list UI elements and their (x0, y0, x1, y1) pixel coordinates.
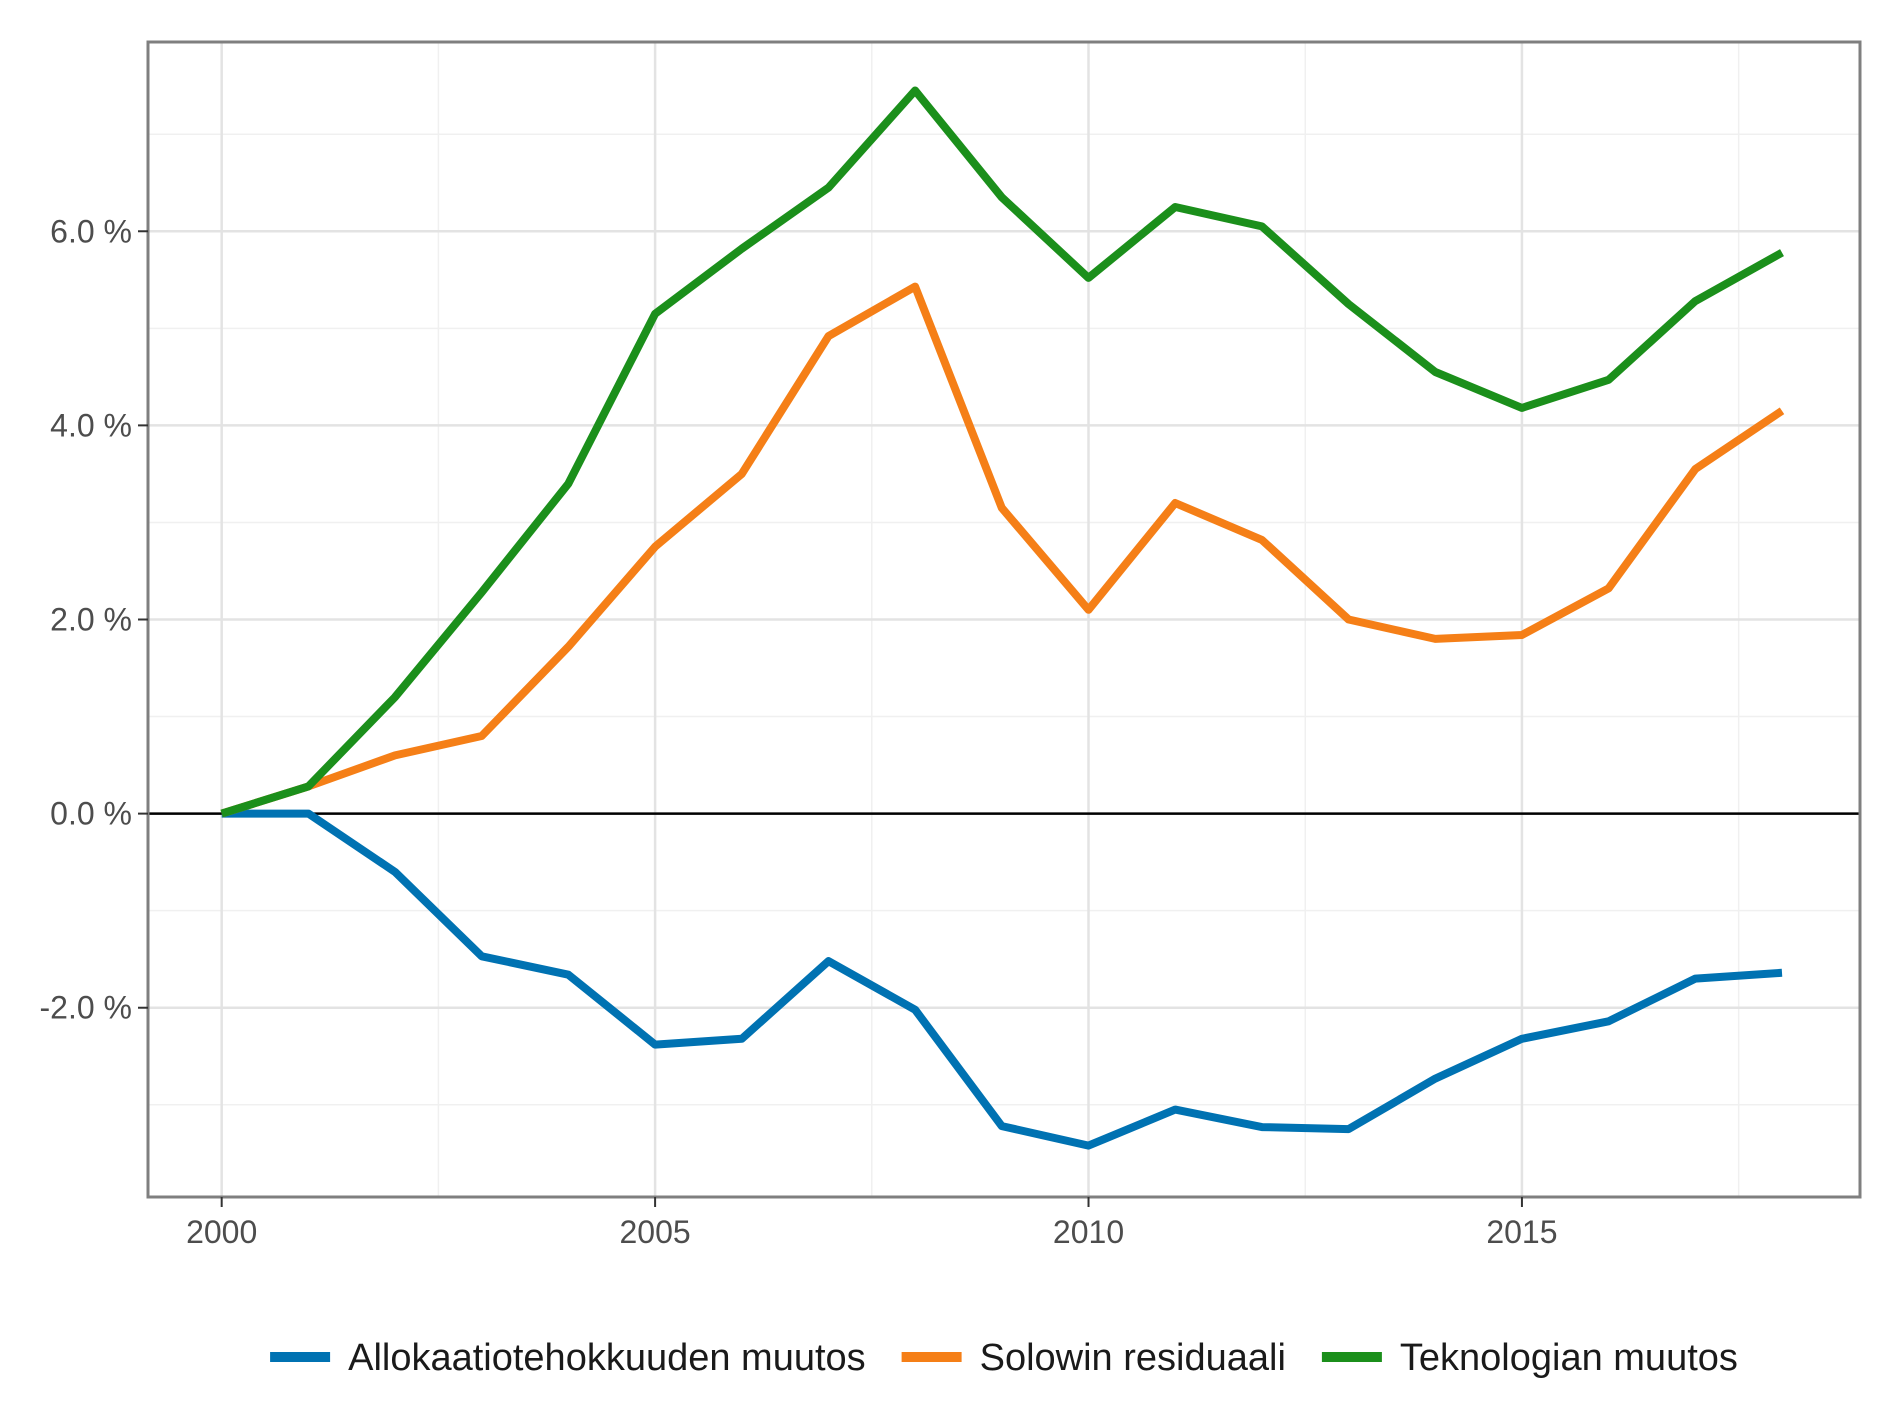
legend-item: Solowin residuaali (901, 1337, 1286, 1379)
x-tick-label: 2010 (1053, 1214, 1124, 1250)
x-tick-label: 2015 (1486, 1214, 1557, 1250)
x-axis: 2000 2005 2010 2015 (186, 1197, 1558, 1250)
y-axis: -2.0 % 0.0 % 2.0 % 4.0 % 6.0 % (40, 213, 148, 1026)
y-tick-label: 4.0 % (50, 407, 132, 443)
y-tick-label: 0.0 % (50, 796, 132, 832)
y-tick-label: -2.0 % (40, 990, 132, 1026)
series-line-3 (220, 86, 1784, 818)
series-line-2 (220, 282, 1785, 818)
legend-item: Teknologian muutos (1321, 1337, 1738, 1379)
y-tick-label: 6.0 % (50, 213, 132, 249)
legend-item: Allokaatiotehokkuuden muutos (270, 1337, 866, 1379)
legend-label: Solowin residuaali (980, 1337, 1286, 1379)
series-line-1 (221, 809, 1783, 1150)
y-tick-label: 2.0 % (50, 602, 132, 638)
series-lines (220, 86, 1785, 1150)
legend: Allokaatiotehokkuuden muutos Solowin resi… (270, 1337, 1738, 1379)
legend-label: Teknologian muutos (1400, 1337, 1738, 1379)
x-tick-label: 2005 (620, 1214, 691, 1250)
legend-label: Allokaatiotehokkuuden muutos (348, 1337, 866, 1379)
x-tick-label: 2000 (186, 1214, 257, 1250)
